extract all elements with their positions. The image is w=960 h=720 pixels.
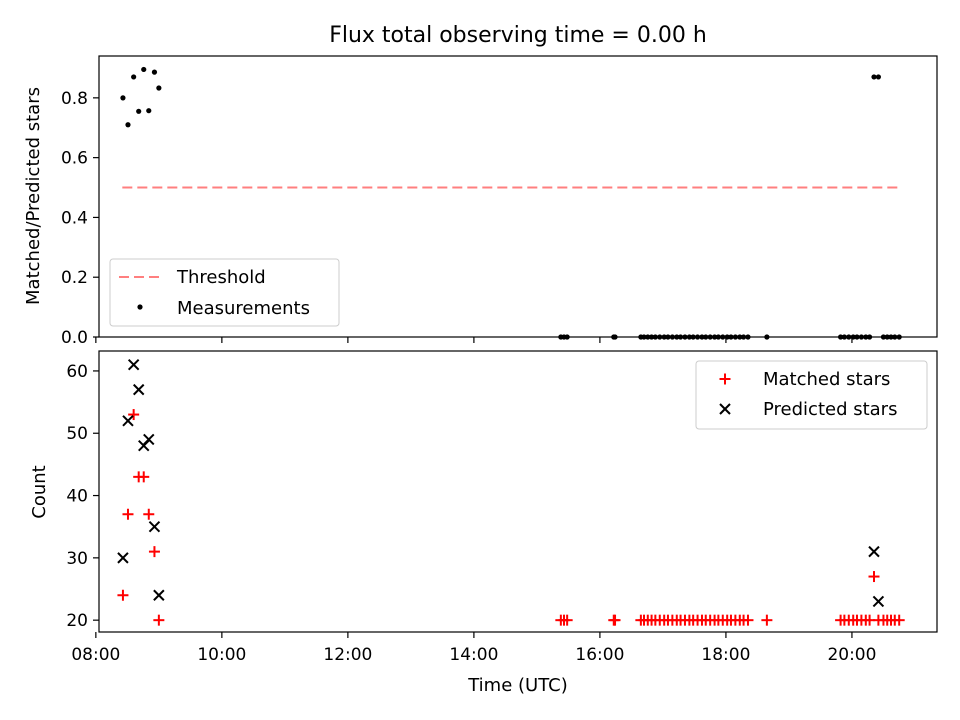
- matched-star-point: [143, 508, 155, 520]
- y-tick-label: 50: [66, 424, 88, 444]
- matched-star-point: [561, 614, 573, 626]
- bottom-axes-frame: [98, 350, 938, 633]
- x-axis-label: Time (UTC): [467, 675, 568, 696]
- measurement-point: [120, 95, 126, 101]
- legend-measurements-label: Measurements: [177, 298, 310, 319]
- measurement-point: [146, 108, 152, 114]
- predicted-star-point: [132, 383, 145, 396]
- top-legend: Threshold Measurements: [109, 258, 340, 327]
- matched-star-point: [761, 614, 773, 626]
- measurement-point: [151, 69, 158, 75]
- measurement-point: [141, 66, 147, 73]
- y-tick-label: 30: [66, 549, 88, 569]
- y-tick-label: 0.0: [61, 328, 88, 348]
- legend-predicted-marker: [719, 403, 731, 415]
- predicted-star-point: [117, 552, 129, 564]
- matched-star-point: [868, 571, 880, 583]
- top-legend-box: [109, 258, 340, 327]
- x-tick-label: 18:00: [701, 645, 750, 665]
- predicted-star-point: [868, 545, 880, 558]
- bottom-panel: 08:00 10:00 12:00 14:00 16:00 18:00 20:00 20 30…: [29, 350, 938, 696]
- legend-matched-label: Matched stars: [763, 369, 890, 390]
- x-tick-label: 14:00: [449, 645, 498, 665]
- legend-measurements-swatch: [137, 304, 143, 310]
- x-tick-label: 08:00: [71, 645, 120, 665]
- matched-star-point: [117, 589, 129, 601]
- measurement-point: [125, 122, 131, 128]
- y-tick-label: 0.6: [61, 149, 88, 169]
- matched-star-point: [138, 471, 150, 483]
- matched-star-point: [609, 614, 621, 626]
- predicted-star-point: [148, 520, 161, 533]
- legend-threshold-label: Threshold: [176, 267, 266, 288]
- chart-title: Flux total observing time = 0.00 h: [329, 23, 707, 48]
- matched-star-point: [148, 546, 160, 558]
- measurement-point: [871, 74, 877, 80]
- y-tick-label: 0.8: [61, 89, 88, 109]
- x-tick-label: 12:00: [323, 645, 372, 665]
- bottom-y-axis-label: Count: [29, 465, 50, 518]
- bottom-legend-box: [695, 360, 928, 430]
- matched-star-point: [153, 614, 165, 626]
- bottom-y-ticks: 20 30 40 50 60: [66, 362, 99, 631]
- bottom-x-ticks: 08:00 10:00 12:00 14:00 16:00 18:00 20:00: [71, 632, 876, 665]
- measurement-point: [131, 74, 137, 80]
- matched-star-point: [122, 508, 134, 520]
- legend-predicted-label: Predicted stars: [763, 399, 897, 420]
- legend-predicted-swatch: [719, 403, 731, 415]
- y-tick-label: 0.2: [61, 268, 88, 288]
- x-tick-label: 20:00: [827, 645, 876, 665]
- legend-matched-swatch: [719, 373, 731, 385]
- predicted-star-point: [122, 415, 134, 427]
- y-tick-label: 20: [66, 611, 88, 631]
- top-x-ticks: [95, 337, 853, 343]
- measurement-point: [875, 74, 882, 80]
- matched-star-point: [893, 614, 905, 626]
- predicted-star-point: [872, 595, 885, 608]
- legend-matched-marker: [719, 373, 731, 385]
- top-y-axis-label: Matched/Predicted stars: [23, 87, 44, 305]
- bottom-legend: Matched stars Predicted stars: [695, 360, 928, 430]
- measurement-point: [136, 108, 142, 114]
- bottom-marks: [117, 359, 905, 626]
- x-tick-label: 10:00: [197, 645, 246, 665]
- matched-star-point: [128, 409, 140, 421]
- predicted-star-point: [143, 433, 155, 446]
- top-y-ticks: 0.0 0.2 0.4 0.6 0.8: [61, 89, 99, 348]
- y-tick-label: 40: [66, 487, 88, 507]
- top-axes-frame: [98, 55, 938, 338]
- predicted-star-point: [127, 359, 140, 371]
- top-panel: Flux total observing time = 0.00 h 0.00.…: [23, 23, 938, 348]
- y-tick-label: 60: [66, 362, 88, 382]
- matched-star-point: [742, 614, 754, 626]
- measurement-point: [156, 85, 162, 91]
- predicted-star-point: [153, 589, 165, 601]
- x-tick-label: 16:00: [575, 645, 624, 665]
- y-tick-label: 0.4: [61, 208, 88, 228]
